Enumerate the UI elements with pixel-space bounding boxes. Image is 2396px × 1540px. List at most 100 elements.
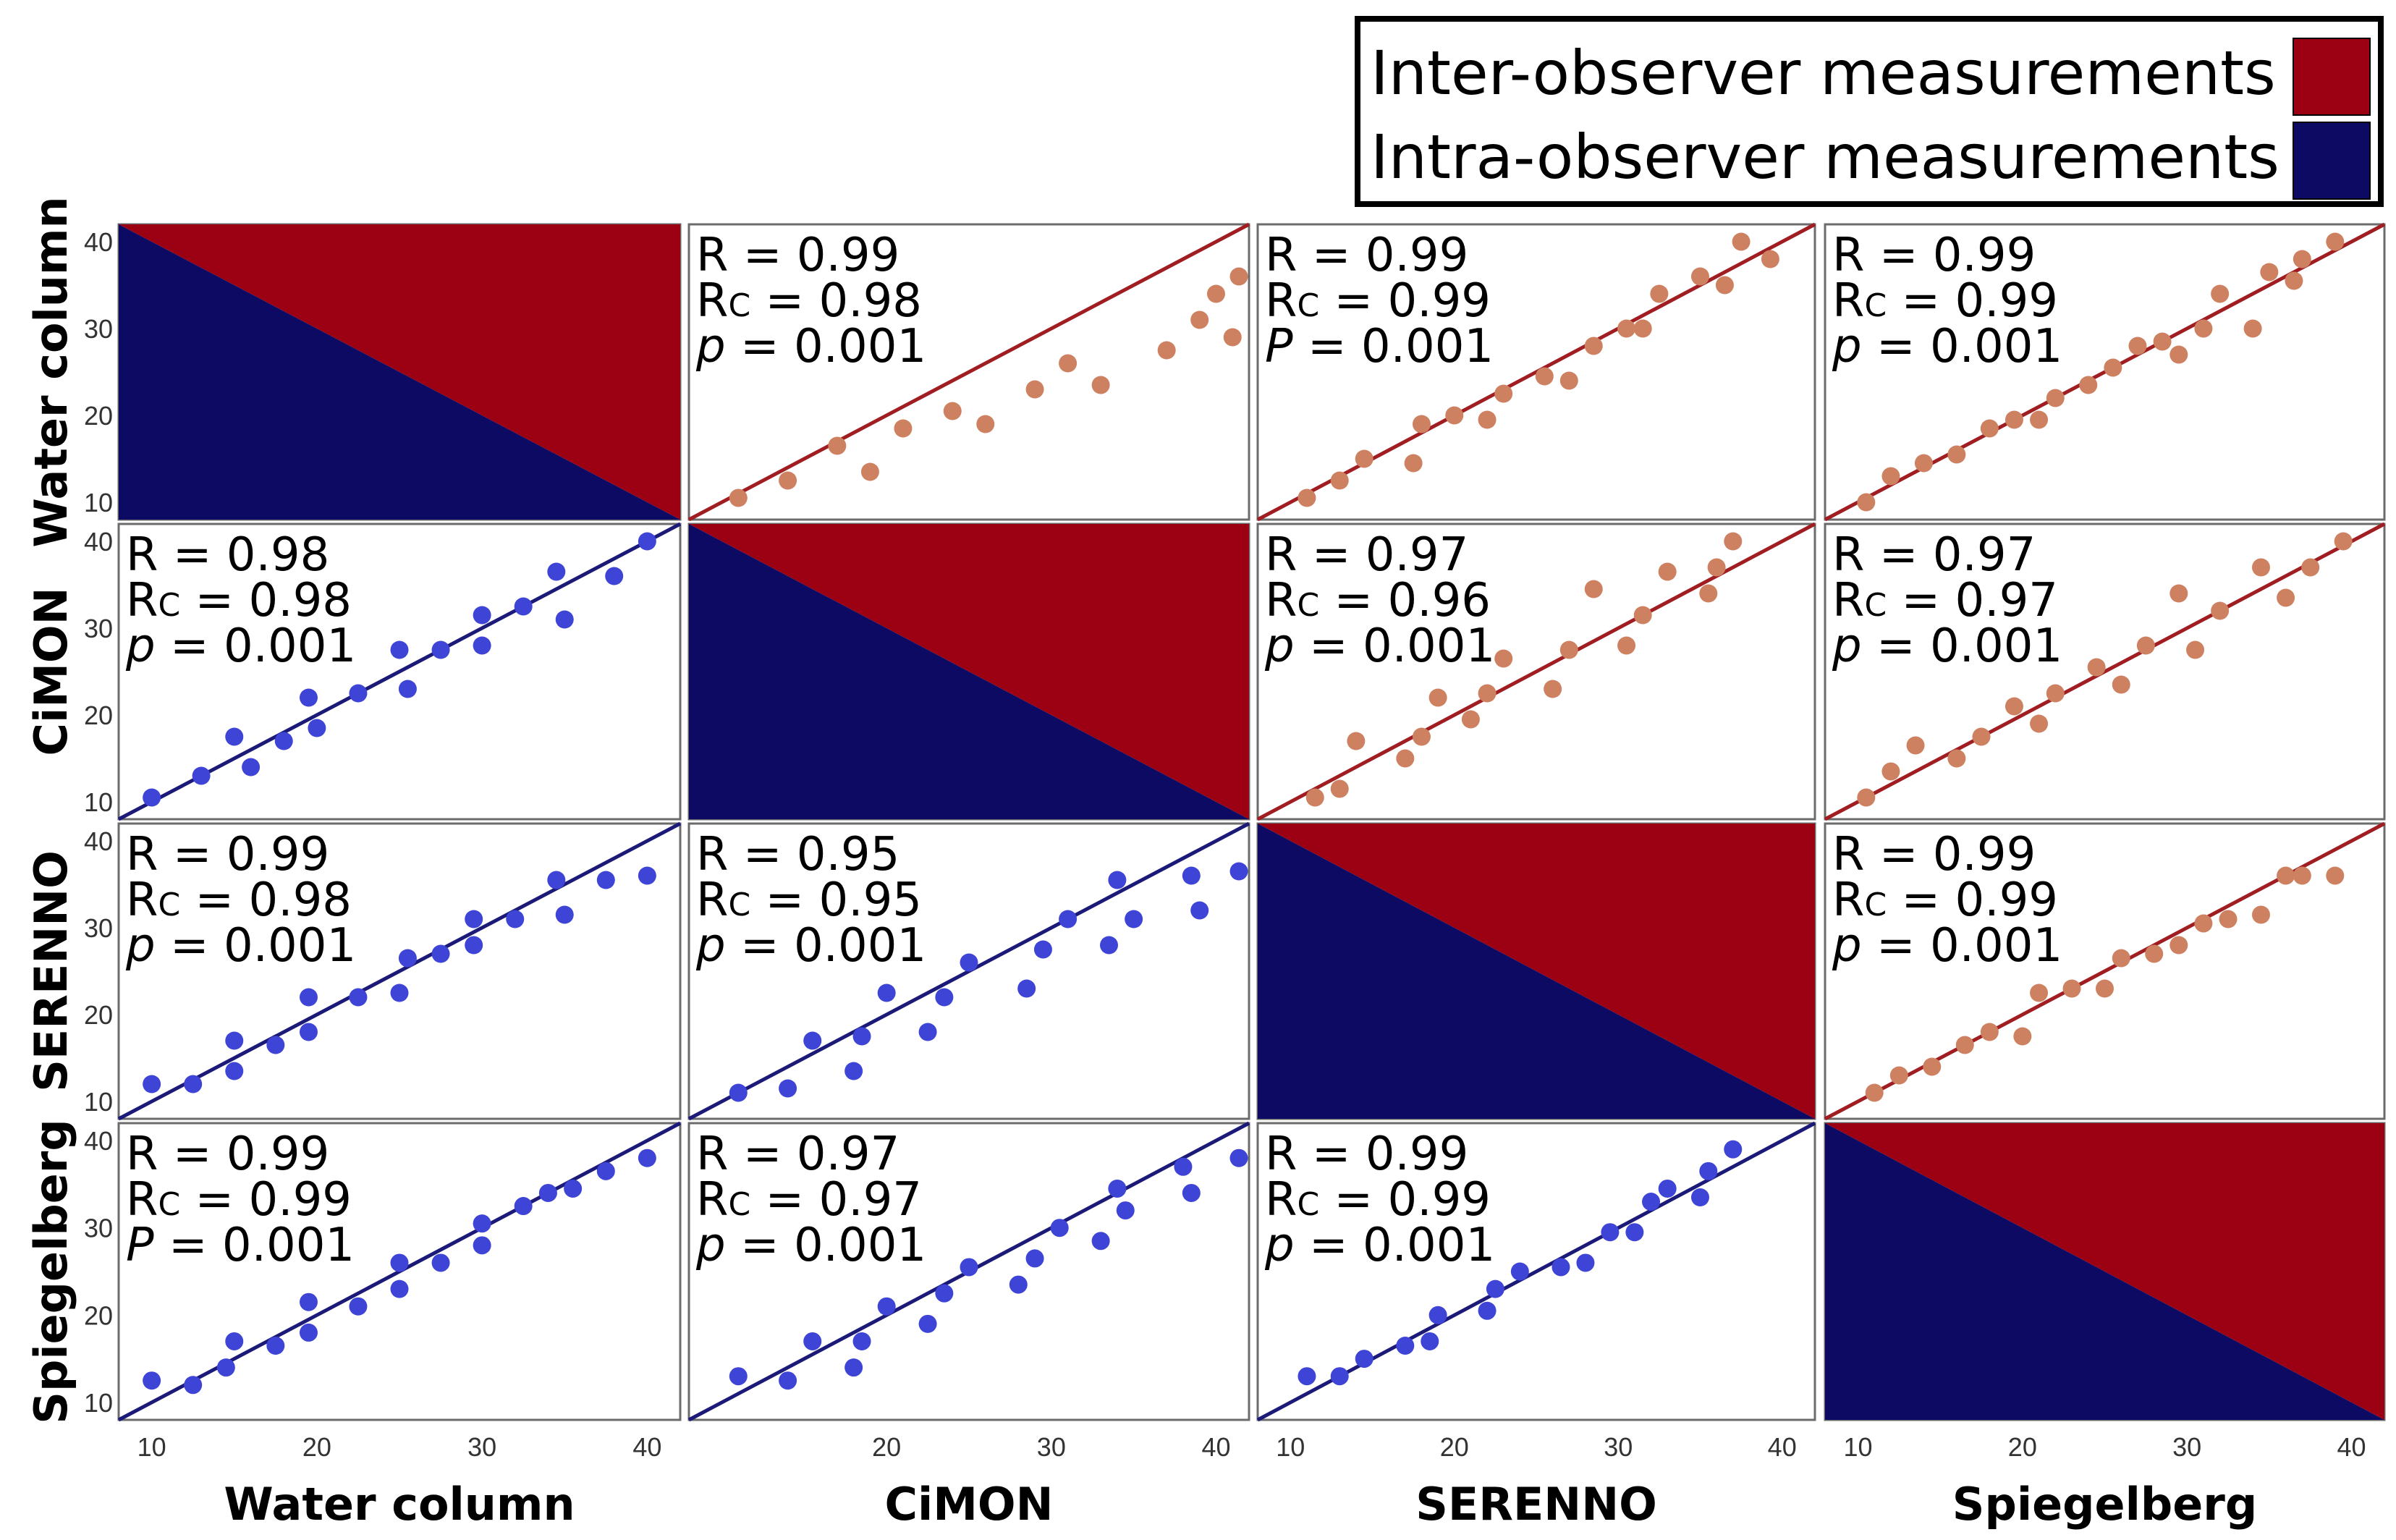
data-point [2030,983,2049,1002]
data-point [299,1292,318,1311]
data-point [779,471,797,490]
data-point [1486,1279,1504,1298]
data-point [1633,319,1652,338]
data-point [1229,1148,1248,1167]
data-point [1355,449,1373,468]
data-point [844,1358,863,1377]
stat-rc: RC = 0.98 [126,574,352,627]
data-point [225,1062,244,1080]
data-point [1559,640,1578,659]
data-point [547,871,566,889]
data-point [225,727,244,746]
y-tick-label: 40 [84,826,113,856]
data-point [299,988,318,1007]
fit-line [117,522,682,821]
data-point [976,415,995,433]
data-point [2194,319,2213,338]
data-point [1017,979,1036,998]
x-tick-label: 20 [1440,1432,1469,1462]
data-point [390,1279,409,1298]
fit-line [1256,222,1816,522]
fit-line [1256,1121,1816,1422]
data-point [2293,250,2311,268]
data-point [192,766,211,785]
x-tick-label: 20 [2008,1432,2037,1462]
data-point [1445,406,1464,425]
data-point [1404,454,1423,473]
data-point [1190,310,1209,329]
stat-r: R = 0.99 [1265,1128,1468,1181]
y-tick-label: 40 [84,227,113,257]
data-point [514,597,533,616]
data-point [1116,1201,1135,1220]
x-tick-label: 30 [1037,1432,1066,1462]
data-point [729,488,748,507]
data-point [2326,866,2345,885]
data-point [266,1337,285,1355]
data-point [1642,1193,1661,1211]
data-point [1699,1162,1718,1180]
stat-r: R = 0.99 [126,828,329,881]
data-point [1330,471,1349,490]
x-axis-title: SERENNO [1415,1478,1657,1531]
stat-r: R = 0.98 [126,528,329,582]
y-tick-label: 40 [84,527,113,557]
data-point [2112,675,2130,694]
x-tick-label: 10 [1276,1432,1305,1462]
data-point [2301,558,2320,577]
x-tick-label: 40 [1768,1432,1797,1462]
y-tick-label: 10 [84,1388,113,1418]
y-tick-label: 40 [84,1126,113,1156]
stat-r: R = 0.99 [1265,229,1468,282]
data-point [803,1332,822,1350]
x-tick-label: 30 [2172,1432,2201,1462]
legend-inter-swatch [2293,38,2371,116]
data-point [1881,762,1900,781]
data-point [1552,1258,1570,1277]
data-point [390,983,409,1002]
y-tick-label: 10 [84,787,113,817]
data-point [1972,727,1991,746]
data-point [1699,584,1718,603]
data-point [506,910,525,928]
data-point [1980,419,1999,438]
stat-p: p = 0.001 [1832,619,2062,673]
stat-r: R = 0.97 [1832,528,2036,582]
data-point [1633,606,1652,625]
data-point [514,1197,533,1216]
data-point [1347,732,1366,750]
data-point [935,988,954,1007]
diagonal-intra-triangle [1825,1123,2384,1420]
data-point [1650,284,1669,303]
data-point [779,1371,797,1390]
data-point [547,562,566,581]
data-point [1108,871,1127,889]
stat-p: p = 0.001 [1264,1219,1495,1272]
data-point [2030,714,2049,733]
data-point [2277,588,2295,607]
diagonal-intra-triangle [689,524,1249,819]
stat-r: R = 0.99 [126,1128,329,1181]
data-point [1298,1367,1316,1386]
data-point [1732,232,1751,251]
data-point [473,1214,491,1233]
data-point [1584,337,1603,355]
data-point [1421,1332,1439,1350]
data-point [1190,901,1209,920]
data-point [299,1323,318,1342]
data-point [1025,1249,1044,1268]
data-point [1617,319,1636,338]
data-point [431,640,450,659]
x-tick-label: 30 [1604,1432,1633,1462]
y-axis-title: CiMON [25,587,77,756]
x-tick-label: 20 [872,1432,901,1462]
y-axis-title: Water column [25,196,77,547]
stat-rc: RC = 0.96 [1265,574,1491,627]
stat-p: p = 0.001 [125,919,356,973]
data-point [1100,936,1118,955]
data-point [1576,1253,1595,1272]
data-point [852,1332,871,1350]
data-point [2030,410,2049,429]
data-point [638,866,656,885]
